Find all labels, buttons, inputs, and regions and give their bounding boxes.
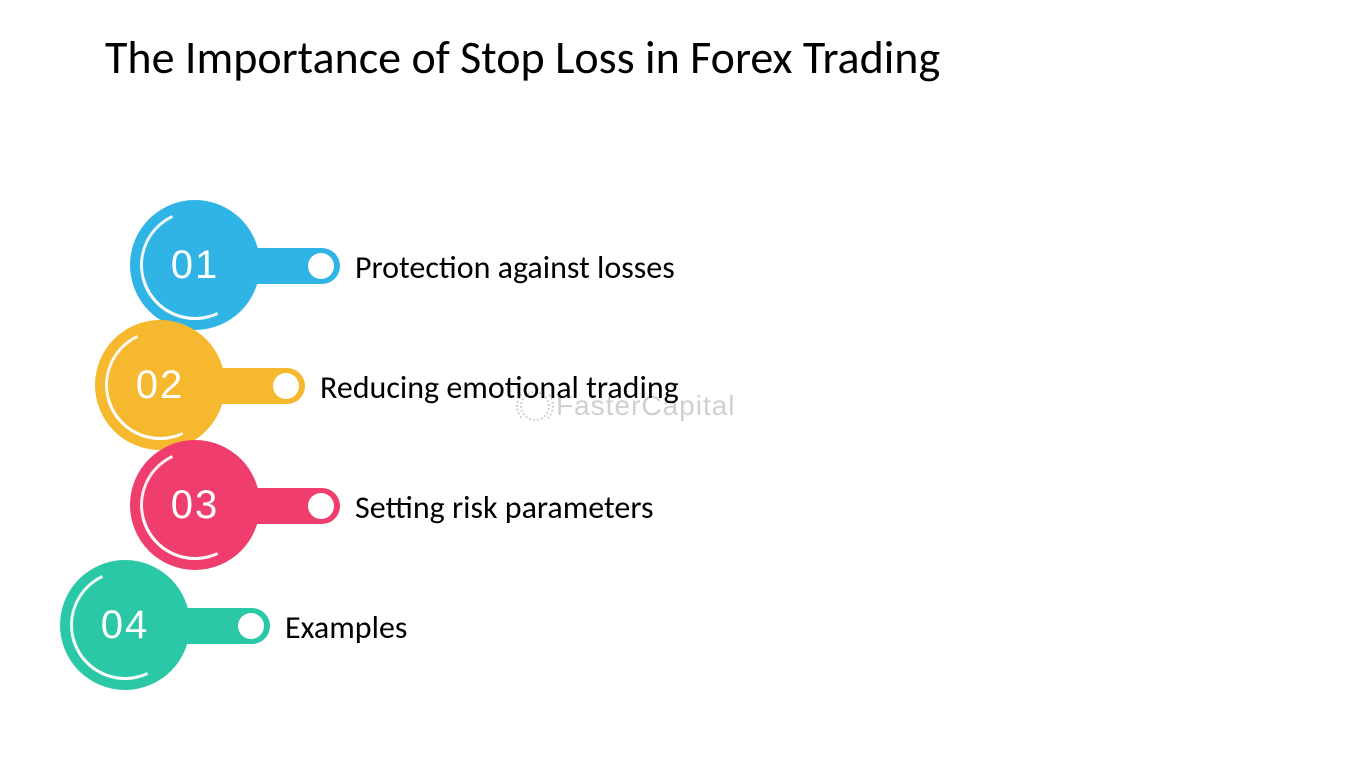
item-number: 02 xyxy=(95,320,225,450)
item-label: Protection against losses xyxy=(355,248,675,287)
item-number: 04 xyxy=(60,560,190,690)
item-number: 01 xyxy=(130,200,260,330)
item-label: Setting risk parameters xyxy=(355,488,653,527)
item-label: Reducing emotional trading xyxy=(320,368,679,407)
page-title: The Importance of Stop Loss in Forex Tra… xyxy=(105,30,940,86)
item-number: 03 xyxy=(130,440,260,570)
item-label: Examples xyxy=(285,608,407,647)
